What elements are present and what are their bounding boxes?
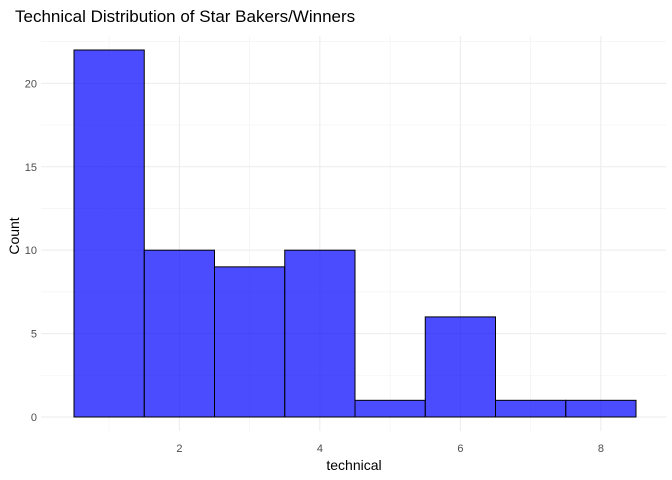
x-axis-ticks: 2 4 6 8 (176, 443, 604, 455)
y-axis-ticks: 0 5 10 15 20 (25, 78, 37, 424)
chart-title: Technical Distribution of Star Bakers/Wi… (15, 7, 355, 26)
histogram-bar (495, 399, 567, 418)
x-tick-label: 8 (598, 443, 604, 455)
histogram-bar (424, 316, 496, 418)
x-tick-label: 4 (317, 443, 323, 455)
histogram-bars (73, 49, 637, 418)
x-tick-label: 6 (457, 443, 463, 455)
x-axis-label: technical (326, 457, 381, 473)
histogram-bar (73, 49, 145, 418)
histogram-bar (284, 249, 356, 418)
histogram-bar (565, 399, 637, 418)
y-tick-label: 20 (25, 78, 37, 90)
x-tick-label: 2 (176, 443, 182, 455)
histogram-bar (214, 266, 286, 418)
y-tick-label: 10 (25, 245, 37, 257)
y-tick-label: 15 (25, 162, 37, 174)
y-tick-label: 0 (31, 412, 37, 424)
histogram-bar (143, 249, 215, 418)
y-tick-label: 5 (31, 329, 37, 341)
histogram-bar (354, 399, 426, 418)
y-axis-label: Count (6, 217, 22, 254)
